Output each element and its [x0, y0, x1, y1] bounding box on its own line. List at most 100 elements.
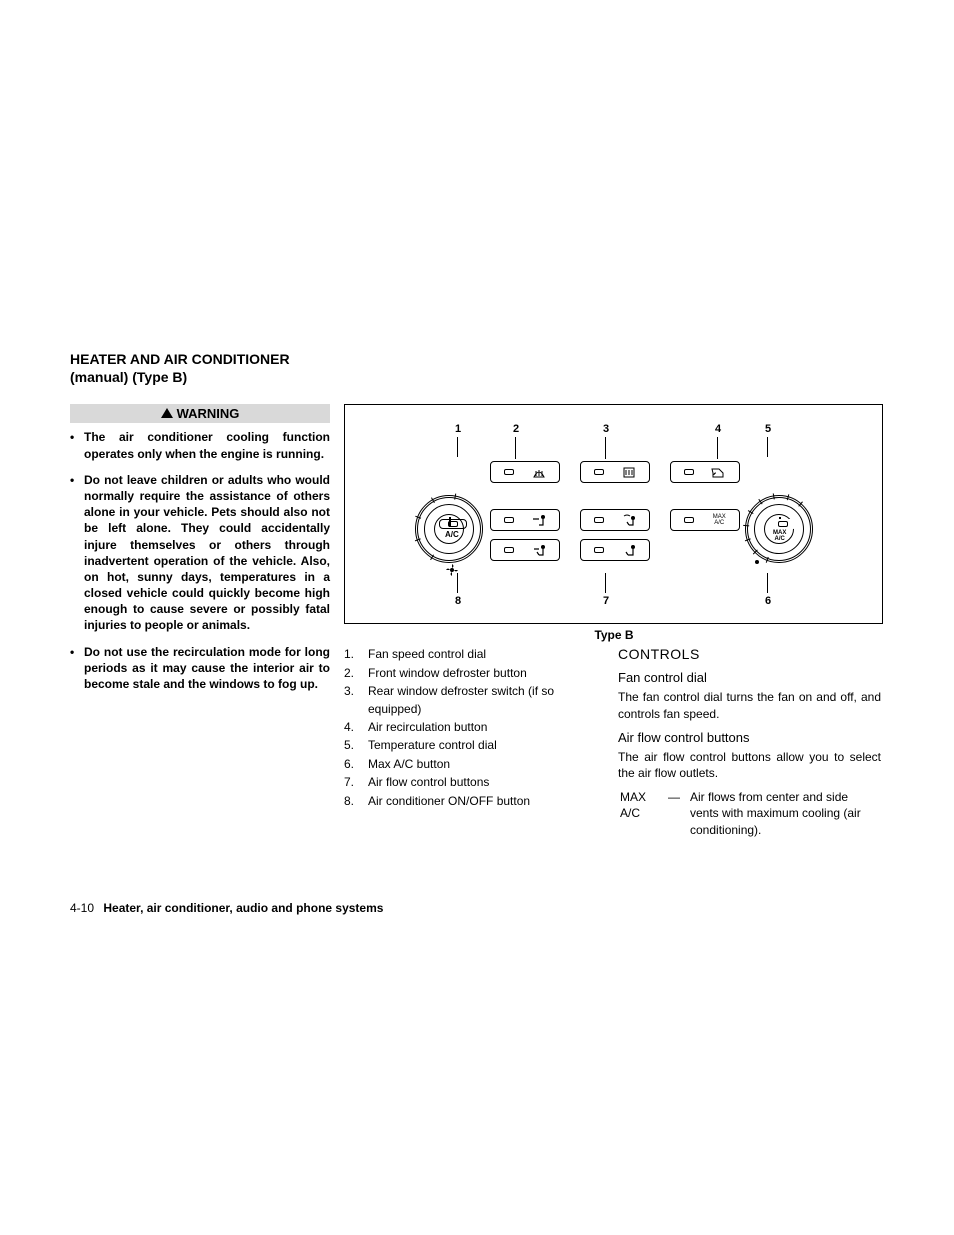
leader-line [767, 437, 768, 457]
callout-6: 6 [765, 595, 771, 607]
fan-control-text: The fan control dial turns the fan on an… [618, 689, 881, 721]
title-line-1: HEATER AND AIR CONDITIONER [70, 351, 290, 367]
front-defrost-button-icon [490, 461, 560, 483]
tick-mark [748, 511, 754, 515]
fan-ticks [415, 495, 483, 563]
mode-row: MAX A/C — Air flows from center and side… [620, 789, 879, 838]
legend-num: 8. [344, 793, 362, 810]
leader-line [605, 573, 606, 593]
led-icon [504, 517, 514, 523]
warning-item: The air conditioner cooling function ope… [70, 429, 330, 461]
legend-text: Air recirculation button [368, 720, 487, 734]
callout-4: 4 [715, 423, 721, 435]
max-ac-icon-label: MAXA/C [713, 514, 726, 526]
legend-num: 2. [344, 665, 362, 682]
callout-1: 1 [455, 423, 461, 435]
tick-mark [745, 539, 751, 542]
mode-table: MAX A/C — Air flows from center and side… [618, 787, 881, 840]
warning-column: WARNING The air conditioner cooling func… [70, 404, 330, 839]
tick-mark [415, 516, 421, 519]
airflow-heading: Air flow control buttons [618, 730, 881, 745]
page-footer: 4-10 Heater, air conditioner, audio and … [70, 901, 383, 915]
warning-label: WARNING [177, 406, 240, 421]
led-icon [594, 547, 604, 553]
leader-line [515, 437, 516, 459]
legend-item: 7. Air flow control buttons [344, 774, 604, 791]
legend-num: 6. [344, 756, 362, 773]
tick-mark [454, 494, 456, 500]
callout-7: 7 [603, 595, 609, 607]
legend-text: Temperature control dial [368, 738, 497, 752]
warning-icon [161, 408, 173, 418]
callout-5: 5 [765, 423, 771, 435]
airflow-face-button-icon [490, 509, 560, 531]
tick-mark [758, 499, 762, 504]
led-icon [504, 547, 514, 553]
temp-ticks [745, 495, 813, 563]
callout-2: 2 [513, 423, 519, 435]
footer-section: Heater, air conditioner, audio and phone… [103, 901, 383, 915]
legend-list: 1.Fan speed control dial 2. Front window … [344, 646, 604, 810]
foot-vent-icon [621, 544, 637, 556]
leader-line [717, 437, 718, 459]
face-foot-icon [531, 544, 547, 556]
leader-line [767, 573, 768, 593]
led-icon [684, 469, 694, 475]
fan-control-heading: Fan control dial [618, 670, 881, 685]
mode-dash: — [668, 789, 688, 838]
defrost-front-icon [532, 465, 546, 479]
legend-text: Fan speed control dial [368, 647, 486, 661]
page-number: 4-10 [70, 901, 94, 915]
mode-label: MAX A/C [620, 789, 666, 838]
led-icon [684, 517, 694, 523]
warning-item: Do not use the recirculation mode for lo… [70, 644, 330, 693]
led-icon [594, 469, 604, 475]
fan-icon [445, 563, 459, 577]
defrost-foot-icon [621, 514, 637, 526]
tick-mark [798, 502, 803, 507]
legend-num: 5. [344, 737, 362, 754]
led-icon [594, 517, 604, 523]
tick-mark [773, 494, 775, 500]
legend-num: 7. [344, 774, 362, 791]
legend-item: 4. Air recirculation button [344, 719, 604, 736]
defrost-rear-icon [622, 465, 636, 479]
face-vent-icon [531, 514, 547, 526]
section-title: HEATER AND AIR CONDITIONER (manual) (Typ… [70, 350, 884, 386]
tick-mark [430, 555, 434, 561]
legend-text: Air flow control buttons [368, 775, 489, 789]
right-block: 1 2 3 4 5 8 7 6 [344, 404, 884, 839]
tick-mark [766, 557, 769, 563]
legend-text: Front window defroster button [368, 666, 527, 680]
recirculation-icon [711, 466, 727, 478]
legend-num: 3. [344, 683, 362, 700]
recirculation-button-icon [670, 461, 740, 483]
legend-column: 1.Fan speed control dial 2. Front window … [344, 644, 604, 839]
legend-item: 2. Front window defroster button [344, 665, 604, 682]
controls-column: CONTROLS Fan control dial The fan contro… [618, 644, 881, 839]
legend-item: 1.Fan speed control dial [344, 646, 604, 663]
legend-item: 3. Rear window defroster switch (if so eq… [344, 683, 604, 718]
legend-text: Rear window defroster switch (if so equi… [368, 684, 554, 715]
legend-text: Max A/C button [368, 757, 450, 771]
controls-heading: CONTROLS [618, 646, 881, 662]
warning-header: WARNING [70, 404, 330, 423]
max-ac-row-button-icon: MAXA/C [670, 509, 740, 531]
callout-3: 3 [603, 423, 609, 435]
warning-item: Do not leave children or adults who woul… [70, 472, 330, 634]
airflow-defrost-foot-button-icon [580, 509, 650, 531]
airflow-foot-button-icon [580, 539, 650, 561]
led-icon [504, 469, 514, 475]
control-panel-diagram: 1 2 3 4 5 8 7 6 [344, 404, 883, 624]
warning-list: The air conditioner cooling function ope… [70, 429, 330, 692]
legend-text: Air conditioner ON/OFF button [368, 794, 530, 808]
tick-mark [743, 525, 749, 527]
tick-mark [753, 550, 758, 555]
legend-num: 4. [344, 719, 362, 736]
rear-defrost-button-icon [580, 461, 650, 483]
legend-item: 6. Max A/C button [344, 756, 604, 773]
tick-mark [431, 498, 435, 504]
tick-mark [415, 539, 421, 542]
leader-line [605, 437, 606, 459]
callout-8: 8 [455, 595, 461, 607]
